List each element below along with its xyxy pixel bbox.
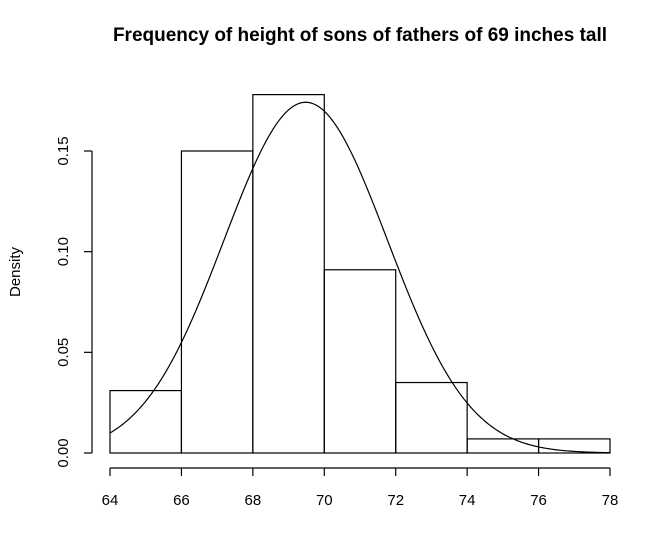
y-tick-label-0.15: 0.15 [55, 136, 72, 165]
x-tick-label-64: 64 [102, 492, 119, 509]
histogram-bar-3 [252, 94, 325, 454]
x-tick-label-78: 78 [602, 492, 619, 509]
x-tick-label-74: 74 [459, 492, 476, 509]
chart-title: Frequency of height of sons of fathers o… [113, 25, 607, 46]
y-axis-label: Density [7, 246, 24, 297]
y-tick-label-0.00: 0.00 [55, 438, 72, 467]
density-curve-layer [109, 101, 611, 454]
x-tick-label-66: 66 [173, 492, 190, 509]
histogram-bar-6 [466, 438, 540, 454]
histogram-bar-7 [537, 438, 611, 454]
histogram-bar-1 [109, 389, 183, 454]
normal-density-curve [109, 101, 611, 454]
histogram-bars [109, 94, 611, 454]
x-tick-label-68: 68 [245, 492, 262, 509]
x-tick-label-70: 70 [316, 492, 333, 509]
x-axis: 64 66 68 70 72 74 76 78 [102, 467, 619, 509]
y-tick-label-0.10: 0.10 [55, 237, 72, 266]
histogram-bar-4 [323, 269, 397, 454]
histogram-bar-2 [180, 150, 254, 454]
x-tick-label-76: 76 [530, 492, 547, 509]
x-tick-label-72: 72 [387, 492, 404, 509]
histogram-bar-5 [395, 381, 468, 454]
y-tick-label-0.05: 0.05 [55, 338, 72, 367]
y-axis: 0.00 0.05 0.10 0.15 [55, 136, 93, 468]
